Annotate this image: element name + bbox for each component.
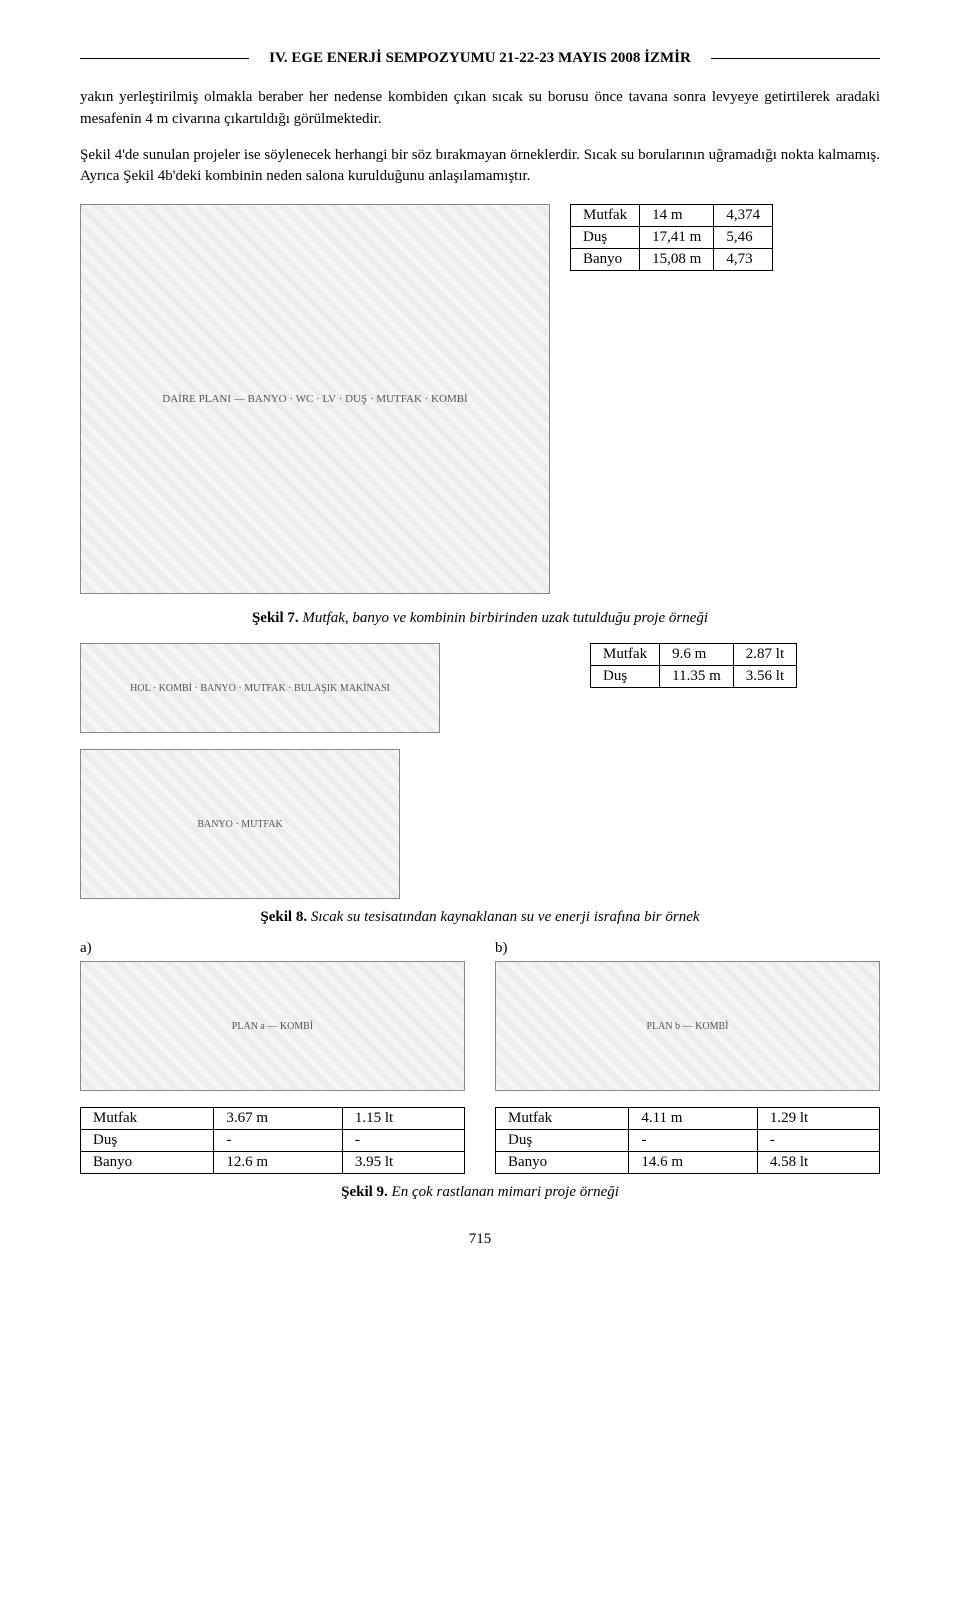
caption-bold: Şekil 9. [341, 1184, 388, 1200]
header-rule-right [711, 58, 880, 59]
figure-8-row-top: HOL · KOMBİ · BANYO · MUTFAK · BULAŞIK M… [80, 643, 880, 733]
cell: - [629, 1130, 758, 1152]
cell: - [342, 1130, 464, 1152]
table-2: Mutfak 9.6 m 2.87 lt Duş 11.35 m 3.56 lt [590, 643, 797, 688]
figure-7-caption: Şekil 7. Mutfak, banyo ve kombinin birbi… [80, 610, 880, 627]
figure-9-caption: Şekil 9. En çok rastlanan mimari proje ö… [80, 1184, 880, 1201]
cell: 4.58 lt [757, 1152, 879, 1174]
table-3b: Mutfak 4.11 m 1.29 lt Duş - - Banyo 14.6… [495, 1107, 880, 1174]
cell: Duş [496, 1130, 629, 1152]
cell: Banyo [496, 1152, 629, 1174]
cell: 1.29 lt [757, 1108, 879, 1130]
cell: 3.95 lt [342, 1152, 464, 1174]
table-row: Duş - - [496, 1130, 880, 1152]
cell: Duş [591, 666, 660, 688]
cell: 3.67 m [214, 1108, 343, 1130]
cell: 9.6 m [660, 644, 734, 666]
plan-b: PLAN b — KOMBİ [495, 961, 880, 1091]
table-row: Banyo 12.6 m 3.95 lt [81, 1152, 465, 1174]
table-row: Banyo 14.6 m 4.58 lt [496, 1152, 880, 1174]
paragraph-2: Şekil 4'de sunulan projeler ise söylenec… [80, 145, 880, 189]
cell: - [757, 1130, 879, 1152]
figure-7-plan: DAİRE PLANI — BANYO · WC · LV · DUŞ · MU… [80, 204, 550, 594]
cell: 14 m [640, 205, 714, 227]
figure-8-plan-top: HOL · KOMBİ · BANYO · MUTFAK · BULAŞIK M… [80, 643, 440, 733]
table-row: Duş 11.35 m 3.56 lt [591, 666, 797, 688]
table-row: Duş - - [81, 1130, 465, 1152]
cell: Banyo [81, 1152, 214, 1174]
cell: - [214, 1130, 343, 1152]
figure-7-row: DAİRE PLANI — BANYO · WC · LV · DUŞ · MU… [80, 204, 880, 594]
cell: Banyo [571, 249, 640, 271]
a-label: a) [80, 940, 465, 957]
caption-italic: Sıcak su tesisatından kaynaklanan su ve … [307, 909, 699, 925]
cell: Mutfak [81, 1108, 214, 1130]
cell: 3.56 lt [733, 666, 796, 688]
caption-bold: Şekil 8. [260, 909, 307, 925]
caption-bold: Şekil 7. [252, 610, 299, 626]
tables-ab-row: Mutfak 3.67 m 1.15 lt Duş - - Banyo 12.6… [80, 1107, 880, 1174]
table-3a: Mutfak 3.67 m 1.15 lt Duş - - Banyo 12.6… [80, 1107, 465, 1174]
cell: 4.11 m [629, 1108, 758, 1130]
figure-8-caption: Şekil 8. Sıcak su tesisatından kaynaklan… [80, 909, 880, 926]
table-row: Mutfak 14 m 4,374 [571, 205, 773, 227]
cell: Mutfak [571, 205, 640, 227]
cell: 2.87 lt [733, 644, 796, 666]
cell: Mutfak [591, 644, 660, 666]
ab-row: a) PLAN a — KOMBİ b) PLAN b — KOMBİ [80, 940, 880, 1091]
page-number: 715 [80, 1231, 880, 1248]
paragraph-1: yakın yerleştirilmiş olmakla beraber her… [80, 87, 880, 131]
table-row: Mutfak 9.6 m 2.87 lt [591, 644, 797, 666]
cell: 4,73 [714, 249, 773, 271]
table-row: Banyo 15,08 m 4,73 [571, 249, 773, 271]
table-row: Duş 17,41 m 5,46 [571, 227, 773, 249]
cell: 4,374 [714, 205, 773, 227]
cell: 15,08 m [640, 249, 714, 271]
header-rule-left [80, 58, 249, 59]
cell: 14.6 m [629, 1152, 758, 1174]
table-1: Mutfak 14 m 4,374 Duş 17,41 m 5,46 Banyo… [570, 204, 773, 271]
header-title: IV. EGE ENERJİ SEMPOZYUMU 21-22-23 MAYIS… [249, 50, 711, 67]
figure-8-plan-bottom: BANYO · MUTFAK [80, 749, 400, 899]
page-header: IV. EGE ENERJİ SEMPOZYUMU 21-22-23 MAYIS… [80, 50, 880, 67]
cell: 11.35 m [660, 666, 734, 688]
cell: Mutfak [496, 1108, 629, 1130]
b-label: b) [495, 940, 880, 957]
cell: 5,46 [714, 227, 773, 249]
cell: 12.6 m [214, 1152, 343, 1174]
caption-italic: En çok rastlanan mimari proje örneği [388, 1184, 619, 1200]
plan-a: PLAN a — KOMBİ [80, 961, 465, 1091]
table-row: Mutfak 4.11 m 1.29 lt [496, 1108, 880, 1130]
caption-italic: Mutfak, banyo ve kombinin birbirinden uz… [299, 610, 708, 626]
cell: Duş [571, 227, 640, 249]
table-row: Mutfak 3.67 m 1.15 lt [81, 1108, 465, 1130]
cell: 1.15 lt [342, 1108, 464, 1130]
cell: Duş [81, 1130, 214, 1152]
cell: 17,41 m [640, 227, 714, 249]
